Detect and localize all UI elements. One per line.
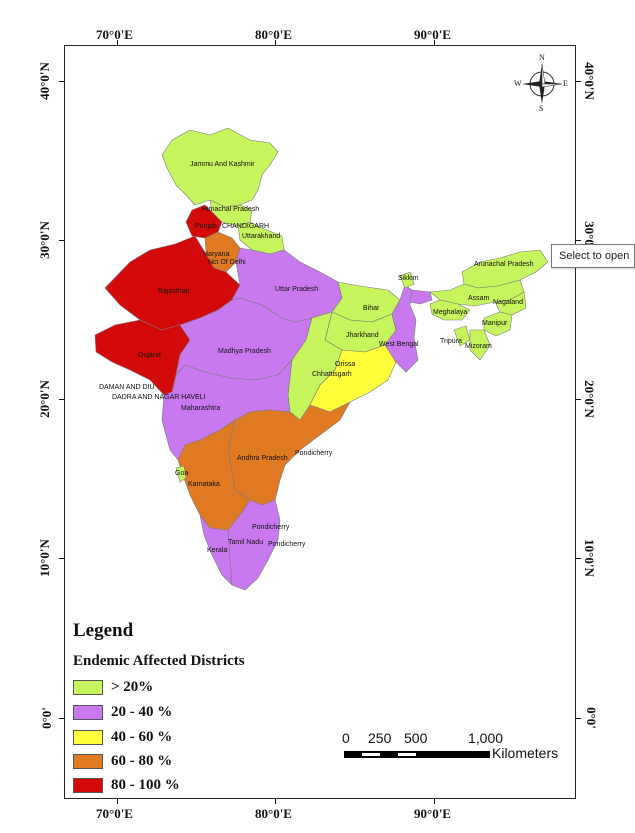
label-pondicherry-3: Pondicherry [268,541,306,548]
tick-right-20 [576,399,581,400]
label-west-bengal: West Bengal [379,341,419,348]
tick-right-30 [576,240,581,241]
label-rajasthan: Rajasthan [158,288,190,295]
label-chandigarh: CHANDIGARH [222,223,270,230]
scale-tick-label: 250 [368,730,392,746]
label-pondicherry-2: Pondicherry [252,524,290,531]
tick-left-30 [59,240,64,241]
region-sikkim [399,271,415,289]
label-uttar-pradesh: Uttar Pradesh [275,286,319,293]
legend-swatch [73,679,103,695]
compass-star-icon [522,63,563,104]
label-andhra: Andhra Pradesh [237,455,288,462]
tick-right-10 [576,558,581,559]
label-nagaland: Nagaland [493,299,523,306]
longitude-label-bottom-90: 90°0'E [414,806,451,821]
tick-left-40 [59,81,64,82]
legend-label: > 20% [111,678,154,695]
scale-bar: 0 250 500 1,000 Kilometers [342,730,572,770]
longitude-label-bottom-80: 80°0'E [255,806,292,821]
scale-unit: Kilometers [492,745,559,761]
label-jharkhand: Jharkhand [346,332,379,339]
tick-right-40 [576,81,581,82]
label-himachal: Himachal Pradesh [202,206,260,213]
label-bihar: Bihar [363,305,380,312]
compass-e: E [563,79,568,88]
label-maharashtra: Maharashtra [181,405,221,412]
longitude-label-top-70: 70°0'E [96,27,133,42]
label-tamil-nadu: Tamil Nadu [228,539,264,546]
tick-bottom-80 [275,799,276,804]
legend-label: 20 - 40 % [111,703,173,720]
tick-left-10 [59,558,64,559]
legend-label: 60 - 80 % [111,752,173,769]
scale-tick-label: 0 [342,730,350,746]
compass-n: N [539,53,545,62]
label-jammu-kashmir: Jammu And Kashmir [190,161,255,168]
label-mizoram: Mizoram [465,343,492,350]
scale-bar-graphic [344,751,490,758]
region-mizoram [469,329,491,361]
legend-swatch [73,704,103,720]
region-meghalaya [429,299,471,321]
longitude-label-top-80: 80°0'E [255,27,292,42]
label-meghalaya: Meghalaya [433,309,468,316]
label-madhya-pradesh: Madhya Pradesh [218,348,271,355]
tick-left-20 [59,399,64,400]
label-chhattisgarh: Chhattisgarh [312,371,352,378]
legend-swatch [73,729,103,745]
label-pondicherry-1: Pondicherry [295,450,333,457]
longitude-label-top-90: 90°0'E [414,27,451,42]
label-daman-diu: DAMAN AND DIU [99,384,155,391]
region-jammu-kashmir [161,127,279,208]
tick-right-0 [576,718,581,719]
tick-bottom-90 [434,799,435,804]
label-assam: Assam [468,295,490,302]
tick-top-90 [434,40,435,45]
scale-tick-label: 1,000 [468,730,504,746]
label-tripura: Tripura [440,338,462,345]
legend-item: 80 - 100 % [73,776,180,794]
region-karnataka [177,419,251,531]
label-arunachal: Arunachal Pradesh [474,261,534,268]
compass-rose: N S E W [514,53,570,113]
legend-item: 40 - 60 % [73,728,172,746]
legend-item: 60 - 80 % [73,752,172,770]
region-ne-connector [409,289,433,305]
select-tooltip[interactable]: Select to open [551,244,635,268]
region-kerala [199,514,233,586]
label-haryana: Haryana [203,251,230,258]
tick-bottom-70 [117,799,118,804]
longitude-label-bottom-70: 70°0'E [96,806,133,821]
region-goa [175,465,187,483]
legend-label: 80 - 100 % [111,776,180,793]
label-dadra: DADRA AND NAGAR HAVELI [112,394,206,401]
label-punjab: Punjab [195,223,217,230]
legend-label: 40 - 60 % [111,728,173,745]
legend-swatch [73,753,103,769]
label-sikkim: Sikkim [398,275,419,282]
compass-s: S [539,104,544,113]
legend-item: > 20% [73,678,153,696]
legend-subtitle: Endemic Affected Districts [73,653,245,669]
tick-left-0 [59,718,64,719]
tick-top-80 [275,40,276,45]
label-goa: Goa [175,470,189,477]
scale-tick-label: 500 [404,730,428,746]
tick-top-70 [117,40,118,45]
compass-w: W [514,79,522,88]
legend-item: 20 - 40 % [73,703,172,721]
legend-title: Legend [73,620,134,641]
label-uttarakhand: Uttarakhand [242,233,281,240]
label-delhi: Nct Of Delhi [208,259,246,266]
label-karnataka: Karnataka [188,481,220,488]
region-orissa [309,344,397,413]
legend-swatch [73,777,103,793]
region-arunachal [461,249,549,289]
label-orissa: Orissa [335,361,356,368]
label-kerala: Kerala [207,547,228,554]
label-manipur: Manipur [482,320,508,327]
label-gujarat: Gujarat [138,352,161,359]
